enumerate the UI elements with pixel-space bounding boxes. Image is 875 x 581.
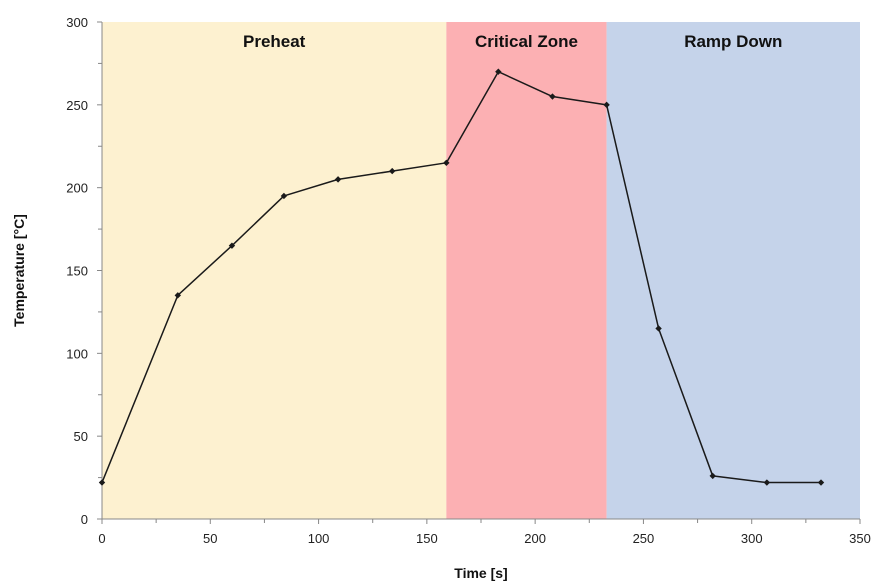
series-layer xyxy=(98,68,825,486)
data-point xyxy=(549,93,556,100)
x-tick-label: 50 xyxy=(203,531,217,546)
x-tick-label: 150 xyxy=(416,531,438,546)
ticks-layer: 0 50 100 150 200 250 300 350 0 50 100 150 200 250 300 xyxy=(66,15,871,546)
zone-label-0: Preheat xyxy=(243,32,306,51)
x-tick-label: 300 xyxy=(741,531,763,546)
data-point xyxy=(655,325,662,332)
data-point xyxy=(443,159,450,167)
data-point xyxy=(280,192,288,200)
data-point xyxy=(228,242,236,249)
data-point xyxy=(334,176,342,183)
y-tick-label: 300 xyxy=(66,15,88,30)
x-axis-title: Time [s] xyxy=(454,565,507,581)
zone-band-1 xyxy=(446,22,607,519)
data-point xyxy=(495,68,502,75)
x-tick-label: 350 xyxy=(849,531,871,546)
x-tick-label: 250 xyxy=(633,531,655,546)
zone-label-1: Critical Zone xyxy=(475,32,578,51)
data-point xyxy=(174,292,181,299)
y-tick-label: 200 xyxy=(66,181,88,196)
x-tick-label: 200 xyxy=(524,531,546,546)
y-axis-title: Temperature [°C] xyxy=(11,214,27,327)
y-tick-label: 0 xyxy=(81,512,88,527)
x-tick-label: 0 xyxy=(98,531,105,546)
data-point xyxy=(709,472,716,480)
zone-label-2: Ramp Down xyxy=(684,32,782,51)
y-tick-label: 250 xyxy=(66,98,88,113)
zone-band-0 xyxy=(102,22,447,519)
x-tick-label: 100 xyxy=(308,531,330,546)
data-point xyxy=(603,101,610,109)
data-point xyxy=(389,167,396,175)
zone-labels-layer: Preheat Critical Zone Ramp Down xyxy=(243,32,782,51)
y-tick-label: 50 xyxy=(74,429,88,444)
data-point xyxy=(817,479,825,486)
y-tick-label: 100 xyxy=(66,346,88,361)
data-point xyxy=(98,479,106,486)
data-point xyxy=(763,479,771,486)
zones-layer xyxy=(102,22,860,519)
series-line-0 xyxy=(101,70,822,484)
zone-band-2 xyxy=(606,22,860,519)
y-tick-label: 150 xyxy=(66,264,88,279)
